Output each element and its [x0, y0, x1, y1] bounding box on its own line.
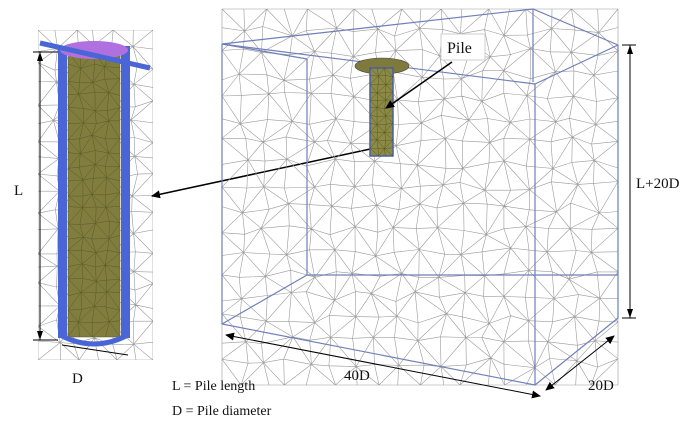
pile-top-bar [39, 40, 151, 71]
pile-closeup [38, 30, 153, 360]
box-height-label: L+20D [636, 176, 680, 192]
legend-line-2: D = Pile diameter [172, 404, 272, 419]
depth-dimension [545, 335, 615, 391]
pile-callout-label: Pile [447, 40, 472, 57]
pile-in-box [354, 57, 410, 157]
box-width-label: 40D [344, 368, 370, 384]
length-label: L [14, 183, 23, 199]
pile-edge-right [121, 46, 130, 338]
width-dimension [225, 332, 541, 399]
pile-bottom-arc [60, 333, 128, 347]
soil-box [221, 8, 619, 386]
closeup-arrow [151, 147, 376, 199]
diameter-dimension [61, 344, 129, 356]
pile-callout-arrow [385, 61, 453, 109]
length-dimension [33, 51, 58, 341]
pile-callout-box [440, 33, 486, 61]
diameter-label: D [72, 371, 83, 387]
box-depth-label: 20D [588, 378, 614, 394]
height-dimension [622, 44, 636, 319]
legend-line-1: L = Pile length [172, 379, 255, 394]
soil-mesh-box [222, 9, 618, 385]
pile-edge-left [58, 46, 67, 338]
pile-top-cap [60, 41, 128, 59]
